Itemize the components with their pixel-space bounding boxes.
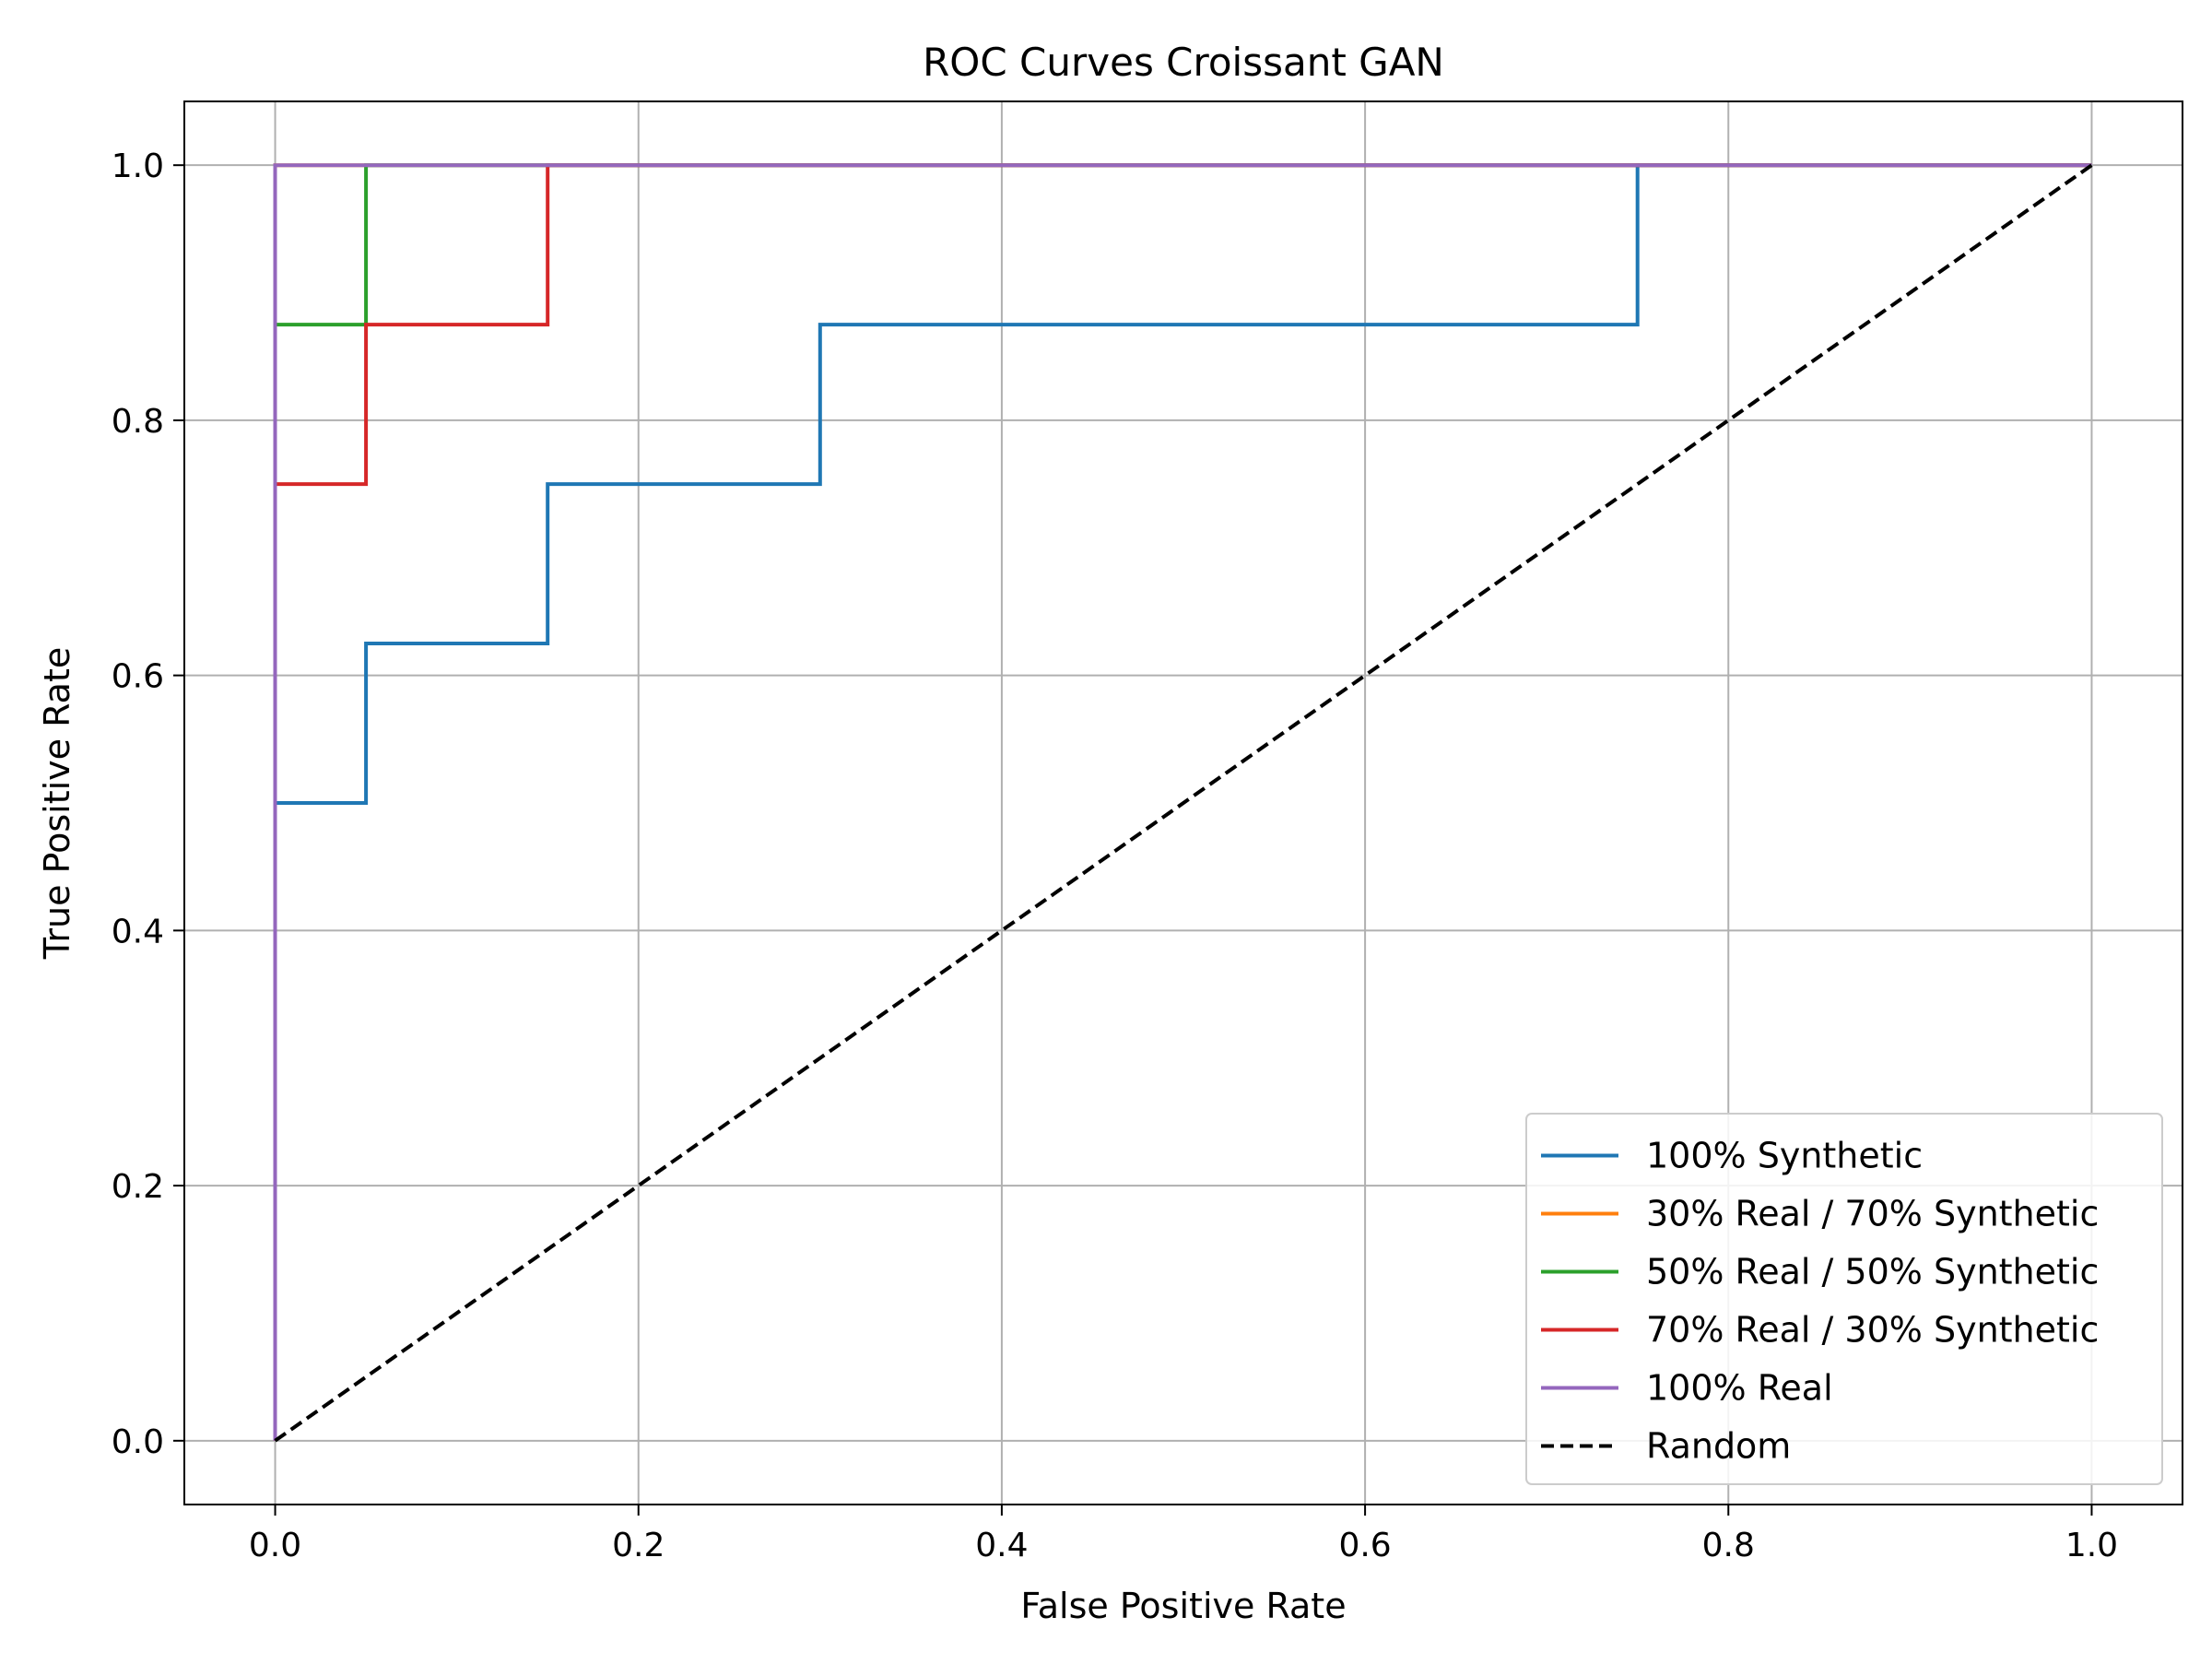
x-tick-label: 1.0: [2065, 1527, 2118, 1564]
ticks: 0.0 0.2 0.4 0.6 0.8 1.0 0.0 0.2 0.4 0.6 0.8 1.0: [112, 148, 2118, 1564]
x-tick-label: 0.0: [249, 1527, 301, 1564]
y-tick-label: 0.8: [112, 403, 164, 441]
y-tick-label: 0.0: [112, 1423, 164, 1461]
x-tick-label: 0.8: [1702, 1527, 1755, 1564]
x-tick-label: 0.2: [612, 1527, 665, 1564]
x-tick-label: 0.6: [1338, 1527, 1391, 1564]
series-line-100-synthetic: [273, 163, 2092, 1441]
legend-label: 100% Real: [1646, 1368, 1833, 1409]
series-layer: [273, 163, 2093, 1443]
x-axis-label: False Positive Rate: [1020, 1586, 1346, 1626]
series-line-random: [274, 163, 2093, 1443]
legend: 100% Synthetic 30% Real / 70% Synthetic 50…: [1525, 1113, 2163, 1485]
y-tick-label: 0.2: [112, 1168, 164, 1206]
legend-box: [1525, 1113, 2163, 1485]
plot-frame: [183, 100, 2183, 1505]
grid: [184, 101, 2183, 1505]
chart-title: ROC Curves Croissant GAN: [923, 40, 1444, 85]
x-tick-label: 0.4: [975, 1527, 1028, 1564]
legend-label: Random: [1646, 1426, 1791, 1467]
series-line-100-real: [273, 163, 2092, 1441]
legend-label: 30% Real / 70% Synthetic: [1646, 1194, 2099, 1234]
y-tick-label: 0.4: [112, 913, 164, 950]
legend-label: 50% Real / 50% Synthetic: [1646, 1252, 2099, 1292]
y-tick-label: 1.0: [112, 148, 164, 185]
y-axis-label: True Positive Rate: [37, 647, 77, 961]
legend-label: 70% Real / 30% Synthetic: [1646, 1310, 2099, 1351]
y-tick-label: 0.6: [112, 658, 164, 696]
legend-label: 100% Synthetic: [1646, 1136, 1923, 1176]
